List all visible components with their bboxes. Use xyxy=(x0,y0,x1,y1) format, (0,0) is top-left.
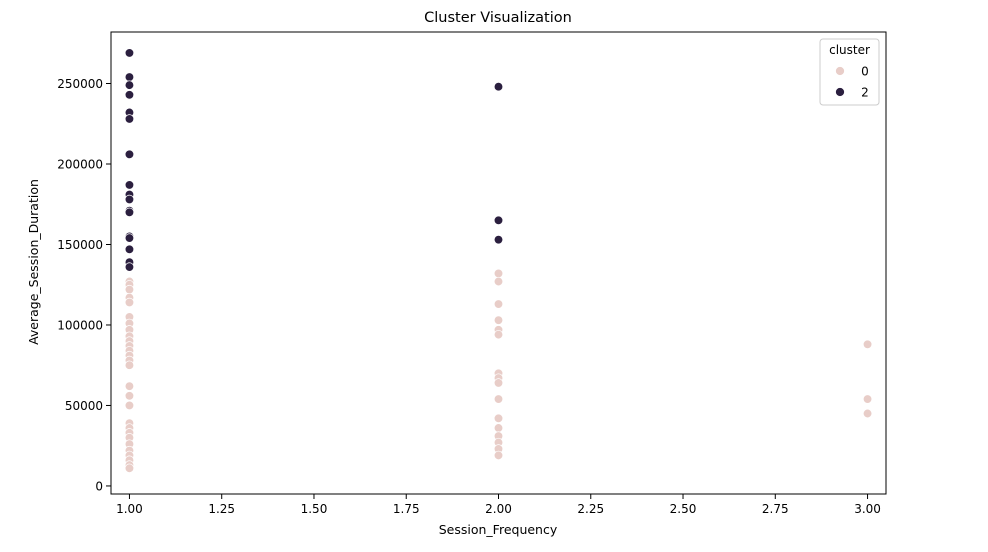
data-point xyxy=(493,215,504,225)
data-point xyxy=(493,268,504,279)
data-point xyxy=(124,400,135,411)
x-axis-title: Session_Frequency xyxy=(439,522,558,537)
legend: cluster 0 2 xyxy=(819,38,880,106)
data-point xyxy=(124,360,135,370)
x-tick-label: 2.25 xyxy=(577,502,604,516)
x-tick-label: 1.00 xyxy=(116,502,143,516)
data-point xyxy=(124,90,135,100)
plot-area: 1.00 1.25 1.50 1.75 2.00 2.25 2.50 2.75 3.00 0 500… xyxy=(57,31,887,516)
y-tick-label: 250000 xyxy=(57,77,103,91)
data-point xyxy=(493,329,504,340)
data-point xyxy=(124,48,135,58)
chart-title: Cluster Visualization xyxy=(424,10,572,26)
data-point xyxy=(862,339,873,349)
legend-marker xyxy=(835,87,845,97)
data-point xyxy=(124,180,135,190)
data-point xyxy=(124,149,135,159)
data-point xyxy=(124,80,135,90)
y-tick-label: 0 xyxy=(95,479,103,493)
data-points xyxy=(124,48,873,473)
data-point xyxy=(124,391,135,401)
y-tick-label: 150000 xyxy=(57,238,103,252)
legend-label: 2 xyxy=(861,86,869,100)
data-point xyxy=(493,276,504,287)
data-point xyxy=(862,394,873,404)
data-point xyxy=(493,82,504,92)
legend-title: cluster xyxy=(829,43,870,57)
data-point xyxy=(493,413,504,423)
x-tick-label: 3.00 xyxy=(854,502,881,516)
data-point xyxy=(124,72,135,82)
x-tick-label: 1.75 xyxy=(393,502,420,516)
x-tick-label: 1.25 xyxy=(208,502,235,516)
y-tick-label: 100000 xyxy=(57,318,103,332)
x-tick-label: 2.00 xyxy=(485,502,512,516)
x-tick-label: 2.75 xyxy=(762,502,789,516)
data-point xyxy=(493,450,504,461)
data-point xyxy=(124,284,135,295)
data-point xyxy=(124,114,135,124)
data-point xyxy=(862,408,873,419)
data-point xyxy=(493,315,504,325)
data-point xyxy=(493,235,504,245)
data-point xyxy=(493,394,504,404)
legend-box xyxy=(819,38,880,106)
x-tick-label: 2.50 xyxy=(670,502,697,516)
y-axis-title: Average_Session_Duration xyxy=(26,179,41,345)
legend-marker xyxy=(835,66,845,76)
data-point xyxy=(124,233,135,243)
data-point xyxy=(124,244,135,254)
y-tick-label: 50000 xyxy=(65,399,103,413)
data-point xyxy=(124,194,135,205)
y-tick-label: 200000 xyxy=(57,158,103,172)
data-point xyxy=(124,297,135,308)
data-point xyxy=(493,378,504,388)
data-point xyxy=(124,262,135,272)
x-tick-label: 1.50 xyxy=(301,502,328,516)
legend-label: 0 xyxy=(861,65,869,79)
data-point xyxy=(124,381,135,391)
data-point xyxy=(493,299,504,309)
data-point xyxy=(493,423,504,433)
series-cluster-2 xyxy=(124,48,504,272)
data-point xyxy=(124,463,135,473)
series-cluster-0 xyxy=(124,268,873,473)
data-point xyxy=(124,207,135,217)
